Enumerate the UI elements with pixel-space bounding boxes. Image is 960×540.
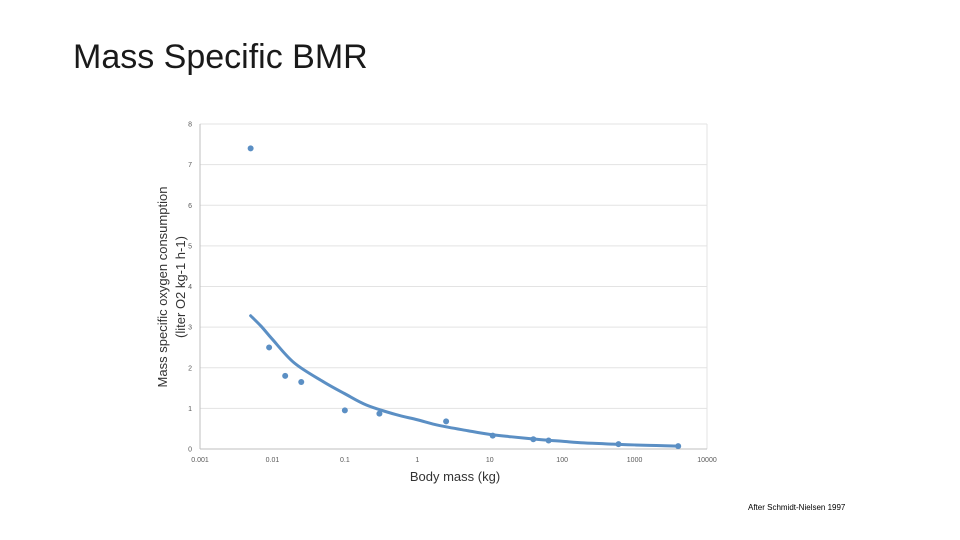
y-tick-label: 3 bbox=[188, 325, 192, 332]
y-axis-label-line1: Mass specific oxygen consumption bbox=[155, 187, 170, 388]
data-point bbox=[530, 436, 537, 443]
slide-title: Mass Specific BMR bbox=[73, 38, 368, 76]
data-point bbox=[266, 344, 273, 351]
data-point bbox=[376, 410, 383, 417]
grid-lines bbox=[200, 123, 707, 409]
y-tick-label: 2 bbox=[188, 365, 192, 372]
y-tick-label: 7 bbox=[188, 162, 192, 169]
y-tick-label: 5 bbox=[188, 243, 192, 250]
data-point bbox=[675, 443, 682, 450]
x-tick-label: 100 bbox=[556, 457, 568, 464]
data-point bbox=[341, 407, 348, 414]
data-point bbox=[615, 441, 622, 448]
x-tick-label: 0.1 bbox=[340, 457, 350, 464]
y-tick-labels: 0 1 2 3 4 5 6 7 8 bbox=[188, 122, 192, 454]
x-tick-labels: 0.001 0.01 0.1 1 10 100 1000 10000 bbox=[191, 457, 717, 464]
y-tick-label: 4 bbox=[188, 284, 192, 291]
y-tick-label: 8 bbox=[188, 122, 192, 129]
x-axis-label: Body mass (kg) bbox=[410, 469, 500, 484]
x-tick-label: 0.01 bbox=[266, 457, 280, 464]
trendline bbox=[249, 314, 680, 448]
x-tick-label: 10 bbox=[486, 457, 494, 464]
data-point bbox=[298, 378, 305, 385]
data-point bbox=[443, 418, 450, 425]
y-tick-label: 6 bbox=[188, 203, 192, 210]
x-tick-label: 1 bbox=[415, 457, 419, 464]
source-credit: After Schmidt-Nielsen 1997 bbox=[748, 503, 846, 512]
data-point bbox=[489, 432, 496, 439]
data-points bbox=[247, 145, 682, 450]
y-axis-label-line2: (liter O2 kg-1 h-1) bbox=[173, 236, 188, 338]
axes bbox=[199, 124, 708, 450]
x-tick-label: 0.001 bbox=[191, 457, 209, 464]
data-point bbox=[282, 372, 289, 379]
x-tick-label: 1000 bbox=[627, 457, 643, 464]
y-tick-label: 0 bbox=[188, 447, 192, 454]
y-tick-label: 1 bbox=[188, 406, 192, 413]
data-point bbox=[545, 437, 552, 444]
data-point bbox=[247, 145, 254, 152]
x-tick-label: 10000 bbox=[697, 457, 717, 464]
